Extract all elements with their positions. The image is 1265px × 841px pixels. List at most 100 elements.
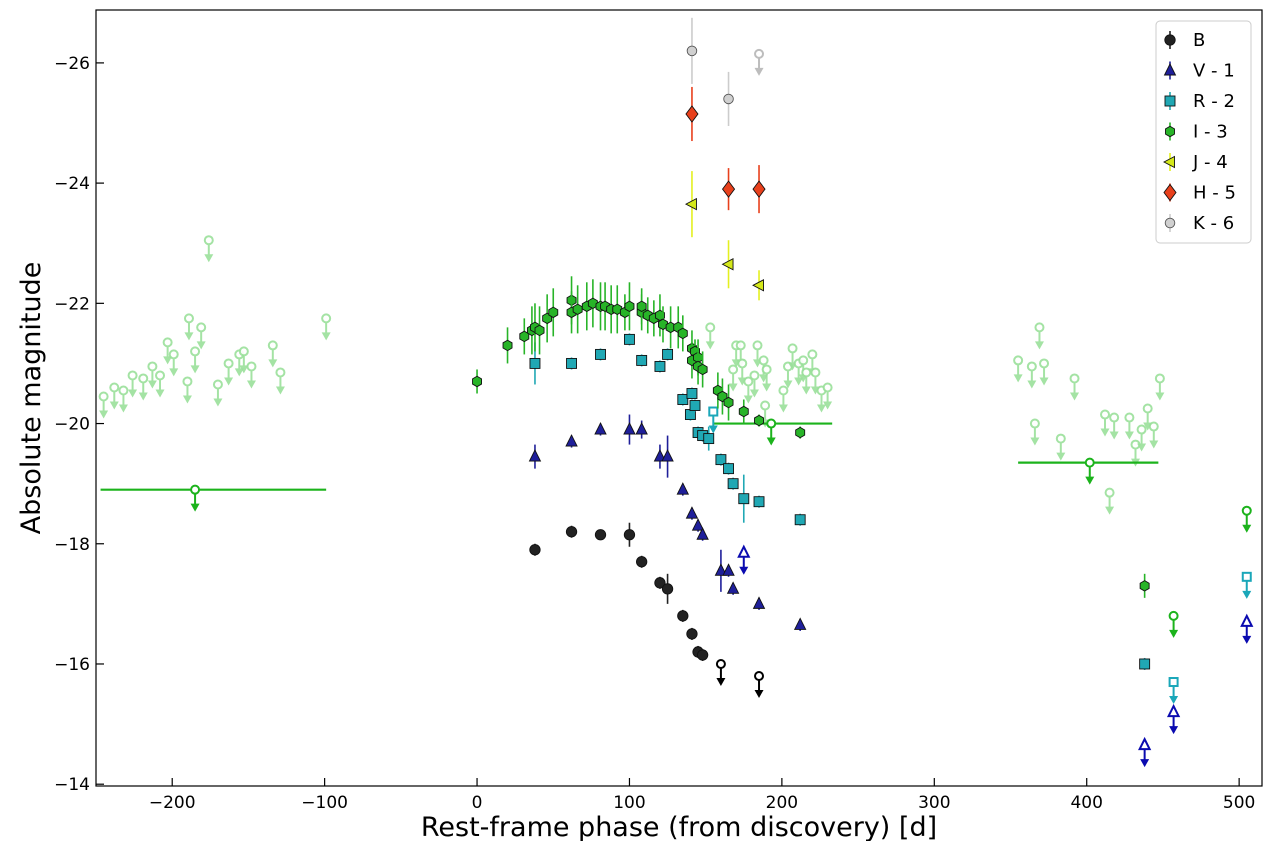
upper-limit-i-faint-49	[1069, 373, 1080, 401]
point-r-16	[727, 478, 739, 490]
upper-limit-i-faint-28-marker	[749, 370, 760, 381]
upper-limit-v-solid-2-head	[1169, 726, 1179, 735]
upper-limit-i-faint-22-head	[705, 341, 715, 350]
upper-limit-i-faint-23	[728, 364, 739, 392]
upper-limit-v-solid-0-marker	[737, 544, 751, 558]
upper-limit-i-faint-40-marker	[810, 367, 821, 378]
upper-limit-v-solid-3-head	[1242, 635, 1252, 644]
upper-limit-i-faint-20-head	[275, 386, 285, 395]
upper-limit-i-faint-26-marker	[737, 358, 748, 369]
upper-limit-i-faint-14-marker	[212, 379, 223, 390]
upper-limit-i-faint-42-marker	[822, 382, 833, 393]
upper-limit-i-faint-50-head	[1100, 428, 1110, 437]
y-tick-label-0: −14	[54, 775, 90, 795]
upper-limit-i-faint-48-head	[1056, 452, 1066, 461]
legend-box	[1155, 20, 1252, 244]
point-b-3	[623, 529, 636, 541]
point-r-0	[529, 357, 541, 369]
upper-limit-i-faint-7	[162, 337, 173, 365]
upper-limit-i-faint-1	[109, 382, 120, 410]
legend-label-4: J - 4	[1192, 152, 1228, 173]
upper-limit-i-faint-42-head	[823, 401, 833, 410]
upper-limit-i-solid-1	[1241, 505, 1252, 533]
upper-limit-i-faint-3-head	[128, 389, 138, 398]
upper-limit-i-faint-15	[223, 358, 234, 386]
upper-limit-i-faint-13-head	[204, 254, 214, 263]
upper-limit-i-faint-16-head	[234, 368, 244, 377]
upper-limit-i-solid-0-marker	[1168, 610, 1179, 621]
plot-marks	[98, 17, 1254, 768]
upper-limit-i-faint-7-marker	[162, 337, 173, 348]
upper-limit-i-faint-1-head	[109, 401, 119, 410]
upper-limit-i-binned-1-head	[766, 437, 776, 446]
upper-limit-i-faint-5	[147, 361, 158, 389]
upper-limit-i-faint-58	[1154, 373, 1165, 401]
upper-limit-i-faint-11-marker	[190, 346, 201, 357]
upper-limit-i-faint-4	[138, 373, 149, 401]
upper-limit-v-solid-3-marker	[1240, 613, 1254, 627]
point-v-14	[752, 596, 766, 609]
upper-limit-i-faint-48-marker	[1055, 433, 1066, 444]
upper-limit-i-faint-18	[246, 361, 257, 389]
upper-limit-i-faint-58-head	[1155, 392, 1165, 401]
point-r-9	[686, 388, 698, 399]
legend-label-5: H - 5	[1193, 183, 1236, 204]
upper-limit-i-faint-36-head	[794, 377, 804, 386]
upper-limit-i-faint-44-marker	[1026, 361, 1037, 372]
upper-limit-i-faint-22-marker	[705, 322, 716, 333]
upper-limit-i-faint-4-head	[138, 392, 148, 401]
y-axis-label: Absolute magnitude	[16, 262, 47, 535]
upper-limit-v-solid-1-head	[1140, 759, 1150, 768]
legend-marker-6	[1164, 217, 1176, 229]
upper-limit-i-faint-49-marker	[1069, 373, 1080, 384]
upper-limit-i-faint-53-head	[1124, 431, 1134, 440]
upper-limit-i-faint-28	[749, 370, 760, 398]
upper-limit-i-faint-56-marker	[1142, 403, 1153, 414]
point-b-7	[677, 610, 689, 622]
x-axis-label: Rest-frame phase (from discovery) [d]	[421, 812, 937, 841]
point-j-1	[721, 258, 734, 271]
upper-limit-v-solid-1-marker	[1138, 736, 1152, 751]
point-j-2	[752, 279, 764, 292]
upper-limit-i-faint-15-head	[224, 377, 234, 386]
upper-limit-i-binned-1	[766, 418, 777, 446]
legend-label-2: R - 2	[1193, 91, 1235, 112]
upper-limit-i-faint-14-head	[213, 398, 223, 407]
upper-limit-i-faint-21-head	[321, 332, 331, 341]
upper-limit-i-faint-11-head	[190, 365, 200, 374]
upper-limit-i-solid-1-marker	[1241, 505, 1252, 516]
upper-limit-i-faint-6-marker	[155, 370, 166, 381]
y-tick-label-2: −18	[54, 535, 90, 555]
upper-limit-i-faint-35	[787, 343, 798, 371]
point-v-11	[714, 563, 728, 576]
upper-limit-v-solid-0-head	[739, 566, 749, 575]
upper-limit-i-faint-18-marker	[246, 361, 257, 372]
upper-limit-i-faint-32	[761, 364, 772, 392]
point-i-37	[738, 405, 749, 418]
point-v-13	[726, 581, 740, 594]
upper-limit-i-faint-45-marker	[1029, 418, 1040, 429]
plot-frame	[95, 9, 1263, 787]
point-i-39	[795, 426, 806, 439]
upper-limit-i-faint-45-head	[1030, 437, 1040, 446]
upper-limit-i-faint-47-head	[1039, 377, 1049, 386]
point-v-4	[635, 422, 648, 435]
upper-limit-i-faint-9-head	[182, 395, 192, 404]
point-i-33	[697, 363, 708, 376]
point-h-2	[752, 180, 766, 198]
point-r-6	[662, 348, 674, 360]
upper-limit-i-faint-0-head	[99, 410, 109, 419]
upper-limit-k-solid-0-marker	[754, 48, 765, 59]
upper-limit-i-faint-43	[1013, 355, 1024, 383]
upper-limit-i-faint-29-marker	[752, 340, 763, 351]
upper-limit-i-faint-38	[801, 367, 812, 395]
upper-limit-i-faint-58-marker	[1154, 373, 1165, 384]
legend-marker-5	[1163, 183, 1177, 202]
upper-limit-i-binned-0-head	[190, 503, 200, 512]
upper-limit-i-faint-28-head	[749, 389, 759, 398]
upper-limit-i-faint-27-head	[743, 395, 753, 404]
upper-limit-i-faint-8-marker	[168, 349, 179, 360]
upper-limit-i-solid-1-head	[1242, 524, 1252, 533]
upper-limit-i-faint-14	[212, 379, 223, 407]
point-r-2	[595, 348, 606, 360]
